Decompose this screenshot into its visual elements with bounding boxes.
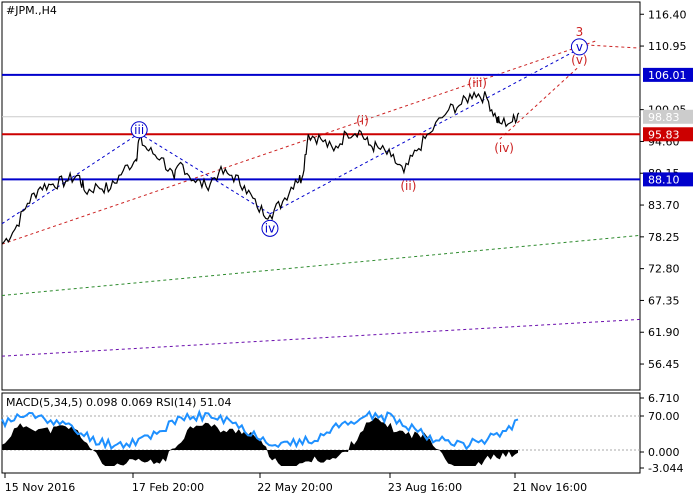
price-tick-label-5: 83.70 (648, 199, 680, 212)
price-tick-label-8: 67.35 (648, 294, 680, 307)
level-tag-1 (643, 127, 693, 142)
time-label-4: 21 Nov 16:00 (513, 481, 587, 494)
time-label-0: 15 Nov 2016 (5, 481, 75, 494)
price-tick-label-6: 78.25 (648, 231, 680, 244)
time-label-1: 17 Feb 20:00 (132, 481, 204, 494)
indicator-series (1, 409, 640, 466)
price-tick-label-7: 72.80 (648, 263, 680, 276)
price-axis: 116.40110.95100.0594.6089.1583.7078.2572… (640, 8, 687, 371)
trend-line-6 (1, 234, 641, 296)
ind-tick-label-3: -3.044 (648, 462, 683, 475)
price-tick-label-0: 116.40 (648, 8, 687, 21)
indicator-label: MACD(5,34,5) 0.098 0.069 RSI(14) 51.04 (6, 396, 231, 409)
ind-tick-label-0: 6.710 (648, 392, 680, 405)
time-label-2: 22 May 20:00 (257, 481, 332, 494)
wave-label-8: (v) (571, 53, 587, 67)
wave-label-6: (iii) (468, 76, 487, 90)
trend-line-7 (1, 318, 641, 357)
price-tick-label-9: 61.90 (648, 326, 680, 339)
trend-line-2 (579, 44, 641, 49)
indicator-axis: 6.710 70.00 0.000 -3.044 (640, 392, 683, 475)
trend-line-4 (138, 132, 271, 215)
wave-label-1: iv (265, 221, 275, 235)
price-tick-label-10: 56.45 (648, 358, 680, 371)
ind-tick-label-1: 70.00 (648, 410, 680, 423)
level-tag-label-1: 95.83 (648, 128, 680, 141)
wave-label-5: (ii) (400, 179, 416, 193)
time-axis: 15 Nov 2016 17 Feb 20:00 22 May 20:00 23 Au… (4, 473, 587, 494)
wave-labels: iii iv v3 (i) (ii) (iii) (iv) (v) (130, 25, 588, 237)
level-tag-label-2: 88.10 (648, 173, 680, 186)
level-tag-3 (643, 109, 693, 124)
wave-circle-1 (261, 219, 279, 237)
chart-title: #JPM.,H4 (6, 4, 57, 17)
time-label-3: 23 Aug 16:00 (388, 481, 462, 494)
wave-label-2: v (576, 40, 583, 54)
level-tag-label-3: 98.83 (648, 111, 680, 124)
trend-line-1 (499, 65, 580, 140)
macd-histogram (2, 417, 518, 466)
price-line (1, 90, 520, 245)
level-tags: 106.01 95.83 88.10 98.83 (643, 67, 693, 187)
wave-label-4: (i) (356, 113, 369, 127)
level-tag-label-0: 106.01 (648, 69, 687, 82)
wave-label-7: (iv) (494, 141, 514, 155)
rsi-line (1, 409, 519, 451)
wave-label-0: iii (134, 123, 144, 137)
main-panel (1, 1, 641, 391)
horizontal-levels (2, 73, 640, 181)
wave-circle-0 (130, 121, 148, 139)
wave-circle-2 (570, 38, 588, 56)
wave-label-3: 3 (576, 25, 584, 39)
level-tag-0 (643, 67, 693, 82)
price-tick-label-1: 110.95 (648, 40, 687, 53)
trend-line-5 (269, 48, 580, 215)
price-series (1, 90, 520, 245)
level-tag-2 (643, 172, 693, 187)
ind-tick-label-2: 0.000 (648, 446, 680, 459)
